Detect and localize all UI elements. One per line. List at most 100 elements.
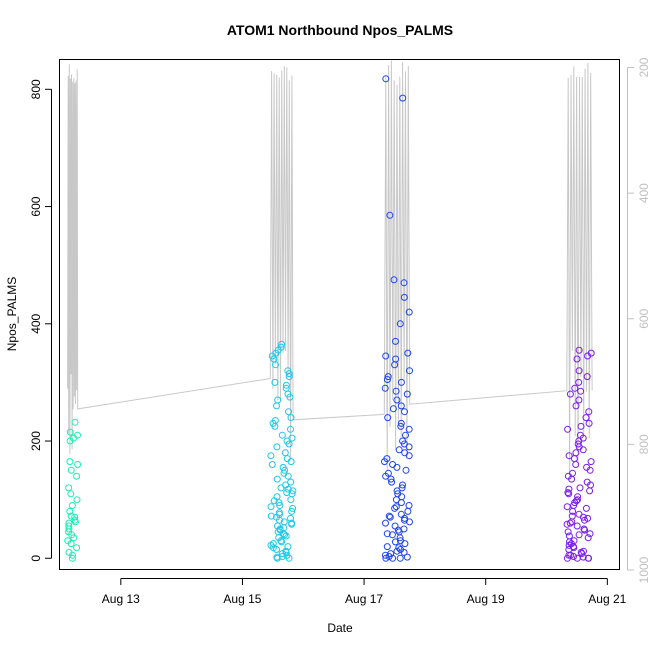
data-point <box>580 525 588 533</box>
data-point <box>268 461 276 468</box>
x-tick-label: Aug 21 <box>588 592 626 606</box>
data-point <box>389 405 397 413</box>
data-point <box>285 408 292 416</box>
data-point <box>571 384 579 392</box>
data-point <box>392 355 400 363</box>
data-point <box>583 373 591 381</box>
data-point <box>574 493 582 501</box>
data-point <box>278 340 286 348</box>
y2-tick-label: 200 <box>637 57 650 77</box>
data-point <box>566 390 574 398</box>
data-point <box>267 503 275 511</box>
data-point <box>68 554 76 562</box>
data-point <box>397 378 405 386</box>
data-point <box>397 546 404 553</box>
data-point <box>564 489 572 497</box>
data-point <box>393 396 401 404</box>
data-point <box>405 308 413 316</box>
data-point <box>384 469 392 477</box>
data-point <box>385 512 393 520</box>
data-point <box>287 478 295 486</box>
data-point <box>397 402 405 410</box>
depth-profile-line <box>67 60 593 476</box>
data-point <box>67 490 75 498</box>
data-point <box>584 534 592 542</box>
data-point <box>580 547 587 555</box>
data-point <box>401 408 408 416</box>
data-point <box>387 475 395 483</box>
data-point <box>405 425 413 433</box>
data-point <box>392 387 400 395</box>
data-point <box>283 551 291 559</box>
data-point <box>577 387 585 395</box>
data-point <box>572 402 580 410</box>
data-point <box>572 449 580 457</box>
x-axis: Aug 13 Aug 15 Aug 17 Aug 19 Aug 21 <box>102 578 627 606</box>
data-point <box>288 519 296 527</box>
data-point <box>390 276 398 284</box>
data-point <box>382 352 390 360</box>
data-point <box>387 550 395 558</box>
data-point <box>392 503 400 511</box>
data-point <box>564 528 572 536</box>
data-point <box>395 446 403 454</box>
data-point <box>406 518 413 526</box>
data-point <box>73 544 81 552</box>
data-point <box>582 504 590 512</box>
data-point <box>279 463 287 471</box>
data-point <box>273 493 281 501</box>
data-point <box>388 531 396 539</box>
data-point <box>383 543 391 551</box>
data-point <box>281 531 289 539</box>
data-point <box>394 490 402 498</box>
data-point <box>392 337 399 345</box>
data-point <box>395 544 403 552</box>
data-point <box>273 402 280 410</box>
data-point <box>574 496 581 504</box>
y-tick-label: 0 <box>29 555 43 562</box>
y2-tick-label: 400 <box>637 183 650 203</box>
data-point <box>391 504 399 512</box>
data-point <box>388 478 396 486</box>
data-point <box>574 440 582 448</box>
data-point <box>275 509 283 517</box>
data-point <box>283 489 291 497</box>
data-point <box>383 376 391 383</box>
x-tick-label: Aug 19 <box>467 592 505 606</box>
data-point <box>382 75 390 83</box>
data-point <box>583 463 591 471</box>
data-point <box>67 512 75 520</box>
data-point <box>65 522 73 530</box>
data-point <box>287 496 295 504</box>
data-point <box>391 522 399 530</box>
data-point <box>584 514 592 522</box>
data-point <box>577 422 585 430</box>
x-tick-label: Aug 17 <box>345 592 383 606</box>
chart-title: ATOM1 Northbound Npos_PALMS <box>227 22 453 38</box>
data-point <box>576 431 584 439</box>
data-point <box>74 461 82 468</box>
data-point <box>399 481 406 489</box>
data-point <box>71 516 79 524</box>
data-point <box>566 519 574 527</box>
data-point <box>267 541 275 549</box>
data-point <box>573 522 581 530</box>
data-point <box>64 537 72 545</box>
data-point <box>276 502 284 509</box>
y-tick-label: 200 <box>29 431 43 451</box>
data-point <box>289 487 297 495</box>
y-tick-label: 400 <box>29 313 43 333</box>
data-point <box>570 537 578 545</box>
data-point <box>66 458 74 466</box>
data-point <box>400 525 408 533</box>
data-point <box>66 428 74 436</box>
data-point <box>65 519 73 527</box>
data-point <box>402 431 409 439</box>
data-point <box>563 503 571 511</box>
y-axis-left: 0 200 400 600 800 <box>29 79 52 562</box>
data-point <box>586 487 594 495</box>
data-point <box>399 437 407 445</box>
data-point <box>271 417 279 424</box>
y2-tick-label: 600 <box>637 308 650 328</box>
data-point <box>273 443 281 451</box>
